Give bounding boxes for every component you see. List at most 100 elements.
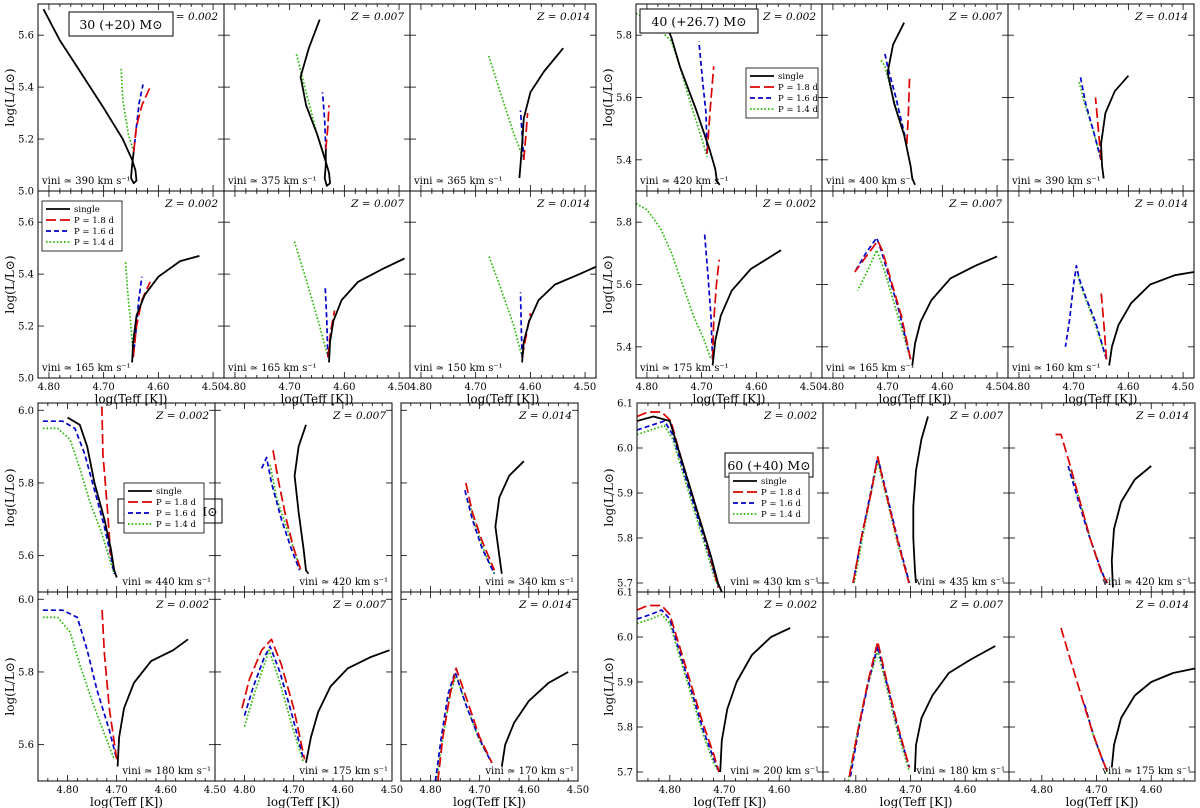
panel-g50-r0-c0: Z = 0.002 vini ≃ 440 km s⁻¹ 5.6 5.8 6.0 log(L… [3,402,223,593]
track-single [914,645,996,773]
metallicity-label: Z = 0.002 [762,11,816,23]
y-tick-label: 5.6 [616,93,632,104]
x-tick-label: 4.70 [1063,382,1085,393]
track-single [521,265,596,363]
vini-label: vini ≃ 165 km s⁻¹ [825,363,915,374]
y-tick-label: 5.6 [18,740,34,751]
panel-g60-r1-c0: Z = 0.002 vini ≃ 200 km s⁻¹ 5.7 5.8 5.9 6.0 6.… [602,588,824,808]
track-p14 [853,460,911,584]
mass-label-text: 30 (+20) M⊙ [79,17,162,32]
track-p14 [637,424,720,588]
metallicity-label: Z = 0.002 [155,410,209,422]
track-p18 [854,240,912,360]
x-tick-label: 4.50 [800,382,822,393]
track-single [293,424,310,575]
legend-label-p16: P = 1.6 d [156,509,196,519]
metallicity-label: Z = 0.002 [763,410,817,422]
x-axis-label: log(Teff [K]) [1065,392,1138,406]
panel-g40-r1-c2: Z = 0.014 vini ≃ 160 km s⁻¹ 4.80 4.70 4.60 4.… [1007,190,1195,406]
track-p16 [1067,465,1108,584]
y-tick-label: 6.0 [18,595,34,606]
panel-g30-r0-c1: Z = 0.007 vini ≃ 375 km s⁻¹ [223,3,411,192]
x-tick-label: 4.80 [636,382,658,393]
legend-label-p14: P = 1.4 d [761,510,801,520]
vini-label: vini ≃ 430 km s⁻¹ [729,577,819,588]
track-p18 [852,456,910,584]
track-single [305,649,390,763]
y-axis-label: log(L/L⊙) [602,657,616,715]
track-p14 [636,12,708,157]
track-single [719,627,791,773]
track-p16 [434,671,493,781]
panel-g60-r0-c0: Z = 0.002 vini ≃ 430 km s⁻¹ 5.7 5.8 5.9 6.0 6.… [602,399,824,593]
panel-g40-r1-c1: Z = 0.007 vini ≃ 165 km s⁻¹ 4.80 4.70 4.60 4.… [821,190,1009,406]
vini-label: vini ≃ 200 km s⁻¹ [729,766,819,777]
x-axis-label: log(Teff [K]) [267,795,340,808]
track-p18 [241,638,306,760]
panel-g60-r0-c1: Z = 0.007 vini ≃ 435 km s⁻¹ [822,402,1010,593]
x-axis-label: log(Teff [K]) [453,795,526,808]
panel-frame [1007,3,1195,192]
legend-label-p14: P = 1.4 d [156,520,196,530]
x-tick-label: 4.60 [518,785,540,796]
vini-label: vini ≃ 150 km s⁻¹ [413,363,503,374]
vini-label: vini ≃ 165 km s⁻¹ [41,363,131,374]
panel-g40-r0-c2: Z = 0.014 vini ≃ 390 km s⁻¹ [1007,3,1195,192]
panel-frame [409,190,597,379]
track-single [494,460,525,574]
x-tick-label: 4.80 [419,785,441,796]
panel-frame [1007,190,1195,379]
panel-frame [636,591,824,782]
legend-label-p18: P = 1.8 d [156,498,196,508]
metallicity-label: Z = 0.007 [332,599,386,611]
vini-label: vini ≃ 420 km s⁻¹ [639,176,729,187]
y-tick-label: 5.8 [617,534,633,545]
x-tick-label: 4.60 [745,382,767,393]
track-p14 [120,68,135,153]
panel-frame [223,190,411,379]
vini-label: vini ≃ 365 km s⁻¹ [413,176,503,187]
x-tick-label: 4.70 [93,382,115,393]
metallicity-label: Z = 0.002 [763,599,817,611]
track-p16 [260,456,301,571]
track-p14 [467,500,496,575]
y-tick-label: 6.0 [617,444,633,455]
x-tick-label: 4.60 [519,382,541,393]
panel-g50-r1-c1: Z = 0.007 vini ≃ 175 km s⁻¹ 4.80 4.70 4.60 4.… [214,591,403,808]
track-single [1110,465,1152,588]
x-tick-label: 4.80 [38,382,60,393]
vini-label: vini ≃ 170 km s⁻¹ [484,766,574,777]
y-tick-label: 5.4 [18,270,34,281]
track-single [911,255,998,366]
track-p14 [269,464,301,571]
y-axis-label: log(L/L⊙) [601,255,615,313]
track-p18 [848,640,911,777]
track-p18 [272,450,302,571]
y-tick-label: 6.0 [617,633,633,644]
y-tick-label: 5.2 [18,135,34,146]
x-tick-label: 4.60 [333,382,355,393]
y-tick-label: 5.6 [616,280,632,291]
panel-g60-r0-c2: Z = 0.014 vini ≃ 420 km s⁻¹ [1008,402,1196,593]
legend-label-p16: P = 1.6 d [74,227,114,237]
chart-group-g40: Z = 0.002 vini ≃ 420 km s⁻¹ 5.4 5.6 5.8 log(L… [601,3,1195,406]
track-p18 [637,604,720,773]
vini-label: vini ≃ 435 km s⁻¹ [915,577,1005,588]
x-axis-label: log(Teff [K]) [693,392,766,406]
track-p16 [321,92,327,150]
y-tick-label: 6.1 [617,588,633,599]
track-p16 [42,609,118,760]
metallicity-label: Z = 0.002 [155,599,209,611]
track-single [131,255,200,363]
vini-label: vini ≃ 440 km s⁻¹ [121,577,211,588]
panel-g50-r1-c0: Z = 0.002 vini ≃ 180 km s⁻¹ 5.6 5.8 6.0 log(L… [3,591,226,808]
track-single [42,8,138,185]
chart-group-g60: Z = 0.002 vini ≃ 430 km s⁻¹ 5.7 5.8 5.9 6.0 6.… [602,399,1196,808]
track-single [637,415,723,592]
legend-label-single: single [74,205,100,215]
y-tick-label: 5.7 [617,579,633,590]
x-tick-label: 4.70 [465,382,487,393]
